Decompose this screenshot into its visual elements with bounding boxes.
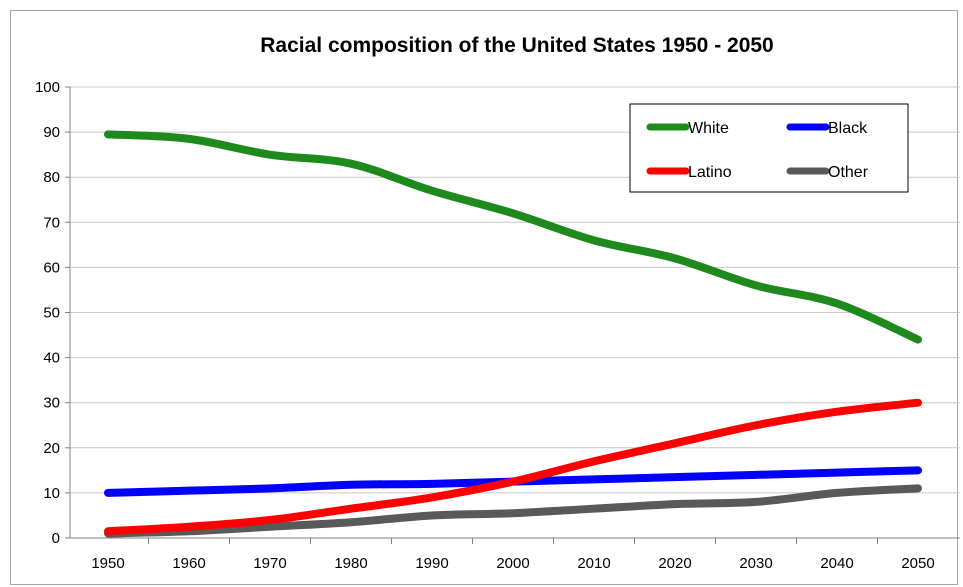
legend: White Black Latino Other	[629, 103, 909, 193]
x-tick-label: 2030	[739, 555, 772, 572]
x-tick-label: 1970	[253, 555, 286, 572]
x-tick-label: 1950	[91, 555, 124, 572]
legend-label-black: Black	[828, 120, 868, 137]
y-tick-label: 20	[43, 440, 60, 457]
legend-label-other: Other	[828, 164, 869, 181]
x-tick-label: 1990	[415, 555, 448, 572]
y-tick-label: 70	[43, 214, 60, 231]
y-tick-label: 10	[43, 485, 60, 502]
x-tick-label: 2050	[901, 555, 934, 572]
series-lines	[104, 130, 922, 538]
y-tick-label: 30	[43, 395, 60, 412]
x-tick-label: 1960	[172, 555, 205, 572]
y-tick-label: 60	[43, 259, 60, 276]
x-tick-label: 2040	[820, 555, 853, 572]
x-tick-label: 2010	[577, 555, 610, 572]
y-tick-label: 80	[43, 169, 60, 186]
y-tick-label: 0	[52, 530, 60, 547]
chart-title: Racial composition of the United States …	[260, 34, 774, 57]
x-tick-label: 2000	[496, 555, 529, 572]
legend-label-latino: Latino	[688, 164, 732, 181]
series-line-white	[104, 130, 922, 344]
y-tick-label: 40	[43, 350, 60, 367]
y-tick-label: 50	[43, 305, 60, 322]
y-tick-label: 90	[43, 124, 60, 141]
y-tick-label: 100	[35, 79, 60, 96]
legend-label-white: White	[688, 120, 729, 137]
legend-box	[629, 103, 909, 193]
series-line-latino	[104, 398, 922, 536]
x-tick-label: 2020	[658, 555, 691, 572]
series-line-other	[104, 484, 922, 538]
x-tick-label: 1980	[334, 555, 367, 572]
